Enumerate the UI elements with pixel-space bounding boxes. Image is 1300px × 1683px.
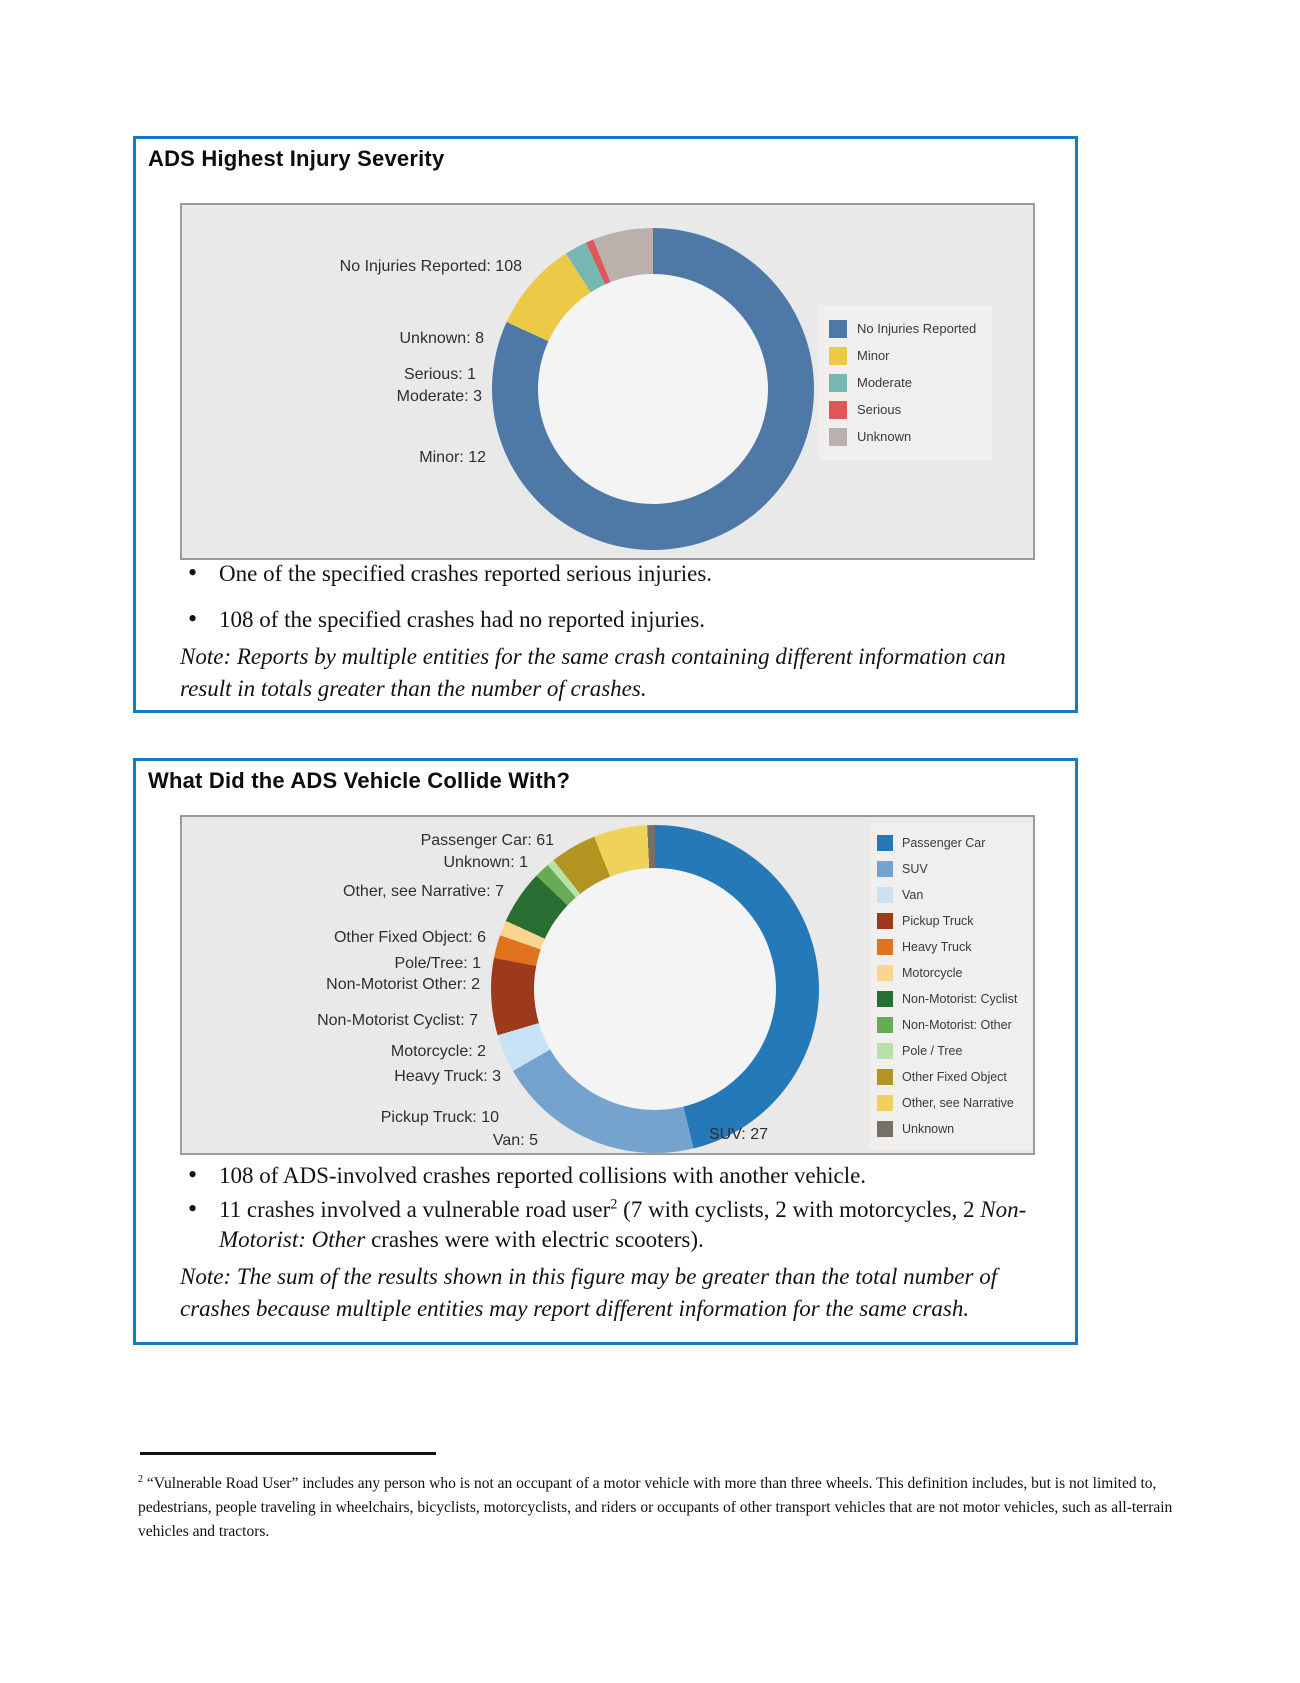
callout-suv: SUV: 27	[709, 1126, 768, 1143]
legend-item: SUV	[877, 856, 1024, 882]
injury-severity-title: ADS Highest Injury Severity	[148, 146, 445, 171]
legend-swatch	[877, 1121, 893, 1137]
legend-label: Pickup Truck	[902, 914, 974, 928]
callout-moderate: Moderate: 3	[396, 388, 482, 405]
injury-severity-panel: ADS Highest Injury Severity No Injuries …	[133, 136, 1078, 713]
legend-swatch	[877, 887, 893, 903]
collision-title: What Did the ADS Vehicle Collide With?	[148, 768, 571, 793]
bullet-text-italic: Non-Motorist: Other	[219, 1197, 1027, 1252]
bullet-text-mid: (7 with cyclists, 2 with motorcycles, 2	[617, 1197, 981, 1222]
legend-swatch	[877, 861, 893, 877]
bullet-text-pre: 11 crashes involved a vulnerable road us…	[219, 1197, 611, 1222]
callout-non-motorist-other: Non-Motorist Other: 2	[326, 976, 480, 993]
legend-label: Non-Motorist: Cyclist	[902, 992, 1018, 1006]
legend-swatch	[877, 1095, 893, 1111]
bullet-vehicle-collisions: 108 of ADS-involved crashes reported col…	[186, 1160, 1053, 1191]
footnote-separator	[140, 1452, 436, 1455]
callout-other-fixed-object: Other Fixed Object: 6	[333, 929, 486, 946]
footnote-marker: 2	[138, 1473, 144, 1485]
collision-bullets: 108 of ADS-involved crashes reported col…	[186, 1160, 1053, 1259]
legend-label: Heavy Truck	[902, 940, 972, 954]
footnote: 2 “Vulnerable Road User” includes any pe…	[138, 1472, 1176, 1544]
legend-swatch	[829, 400, 847, 419]
legend-swatch	[829, 346, 847, 365]
legend-label: Non-Motorist: Other	[902, 1018, 1012, 1032]
legend-label: Other, see Narrative	[902, 1096, 1014, 1110]
callout-pole-tree: Pole/Tree: 1	[394, 955, 481, 972]
legend-item: Heavy Truck	[877, 934, 1024, 960]
injury-severity-legend: No Injuries Reported Minor Moderate Serious…	[819, 305, 992, 460]
callout-motorcycle: Motorcycle: 2	[390, 1043, 486, 1060]
legend-item: Serious	[829, 396, 982, 423]
legend-label: Van	[902, 888, 924, 902]
legend-swatch	[829, 319, 847, 338]
callout-van: Van: 5	[492, 1132, 538, 1149]
callout-passenger-car: Passenger Car: 61	[420, 832, 554, 849]
injury-severity-donut	[492, 228, 814, 550]
footnote-text: “Vulnerable Road User” includes any pers…	[138, 1475, 1173, 1540]
injury-severity-chart: No Injuries Reported: 108 Unknown: 8 Ser…	[180, 203, 1035, 560]
legend-swatch	[829, 373, 847, 392]
legend-item: Non-Motorist: Other	[877, 1012, 1024, 1038]
legend-item: Moderate	[829, 369, 982, 396]
legend-item: Unknown	[877, 1116, 1024, 1142]
collision-chart: Passenger Car: 61 Unknown: 1 Other, see …	[180, 815, 1035, 1155]
callout-no-injuries: No Injuries Reported: 108	[339, 258, 522, 275]
legend-swatch	[877, 913, 893, 929]
legend-label: Unknown	[857, 429, 912, 444]
callout-heavy-truck: Heavy Truck: 3	[394, 1068, 501, 1085]
collision-legend: Passenger Car SUV Van Pickup Truck Heavy Tru…	[869, 823, 1032, 1149]
legend-item: Van	[877, 882, 1024, 908]
callout-non-motorist-cyclist: Non-Motorist Cyclist: 7	[317, 1012, 478, 1029]
legend-swatch	[877, 939, 893, 955]
legend-swatch	[877, 835, 893, 851]
injury-severity-bullets: One of the specified crashes reported se…	[186, 558, 1053, 651]
collision-note: Note: The sum of the results shown in th…	[180, 1264, 998, 1321]
legend-swatch	[877, 965, 893, 981]
callout-serious: Serious: 1	[403, 366, 476, 383]
callout-pickup-truck: Pickup Truck: 10	[380, 1109, 499, 1126]
bullet-serious-injuries: One of the specified crashes reported se…	[186, 558, 1053, 589]
legend-swatch	[829, 427, 847, 446]
legend-label: No Injuries Reported	[857, 321, 977, 336]
collision-donut	[491, 825, 819, 1153]
legend-item: No Injuries Reported	[829, 315, 982, 342]
legend-label: Passenger Car	[902, 836, 986, 850]
legend-swatch	[877, 1069, 893, 1085]
legend-label: Serious	[857, 402, 902, 417]
legend-label: Moderate	[857, 375, 912, 390]
legend-item: Motorcycle	[877, 960, 1024, 986]
legend-label: Other Fixed Object	[902, 1070, 1007, 1084]
legend-swatch	[877, 991, 893, 1007]
legend-item: Passenger Car	[877, 830, 1024, 856]
callout-other-narrative: Other, see Narrative: 7	[343, 883, 504, 900]
legend-swatch	[877, 1017, 893, 1033]
legend-item: Pickup Truck	[877, 908, 1024, 934]
legend-swatch	[877, 1043, 893, 1059]
legend-label: Minor	[857, 348, 890, 363]
bullet-vulnerable-road-user: 11 crashes involved a vulnerable road us…	[186, 1194, 1053, 1255]
callout-unknown: Unknown: 1	[443, 854, 529, 871]
legend-label: Pole / Tree	[902, 1044, 963, 1058]
legend-item: Other Fixed Object	[877, 1064, 1024, 1090]
bullet-no-injuries: 108 of the specified crashes had no repo…	[186, 604, 1053, 635]
callout-minor: Minor: 12	[419, 449, 486, 466]
footnote-reference: 2	[610, 1196, 618, 1213]
legend-label: Motorcycle	[902, 966, 963, 980]
legend-item: Minor	[829, 342, 982, 369]
callout-unknown: Unknown: 8	[399, 330, 485, 347]
collision-panel: What Did the ADS Vehicle Collide With? P…	[133, 758, 1078, 1345]
legend-item: Unknown	[829, 423, 982, 450]
legend-label: SUV	[902, 862, 928, 876]
legend-item: Other, see Narrative	[877, 1090, 1024, 1116]
legend-label: Unknown	[902, 1122, 955, 1136]
bullet-text-post: crashes were with electric scooters).	[365, 1227, 704, 1252]
legend-item: Pole / Tree	[877, 1038, 1024, 1064]
legend-item: Non-Motorist: Cyclist	[877, 986, 1024, 1012]
injury-severity-note: Note: Reports by multiple entities for t…	[180, 644, 1006, 701]
